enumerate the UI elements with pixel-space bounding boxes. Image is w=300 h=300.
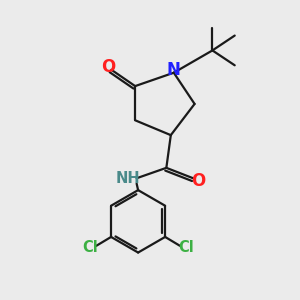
Text: N: N	[167, 61, 181, 79]
Text: O: O	[191, 172, 206, 190]
Text: Cl: Cl	[82, 240, 98, 255]
Text: NH: NH	[116, 171, 141, 186]
Text: Cl: Cl	[179, 240, 194, 255]
Text: O: O	[101, 58, 115, 76]
